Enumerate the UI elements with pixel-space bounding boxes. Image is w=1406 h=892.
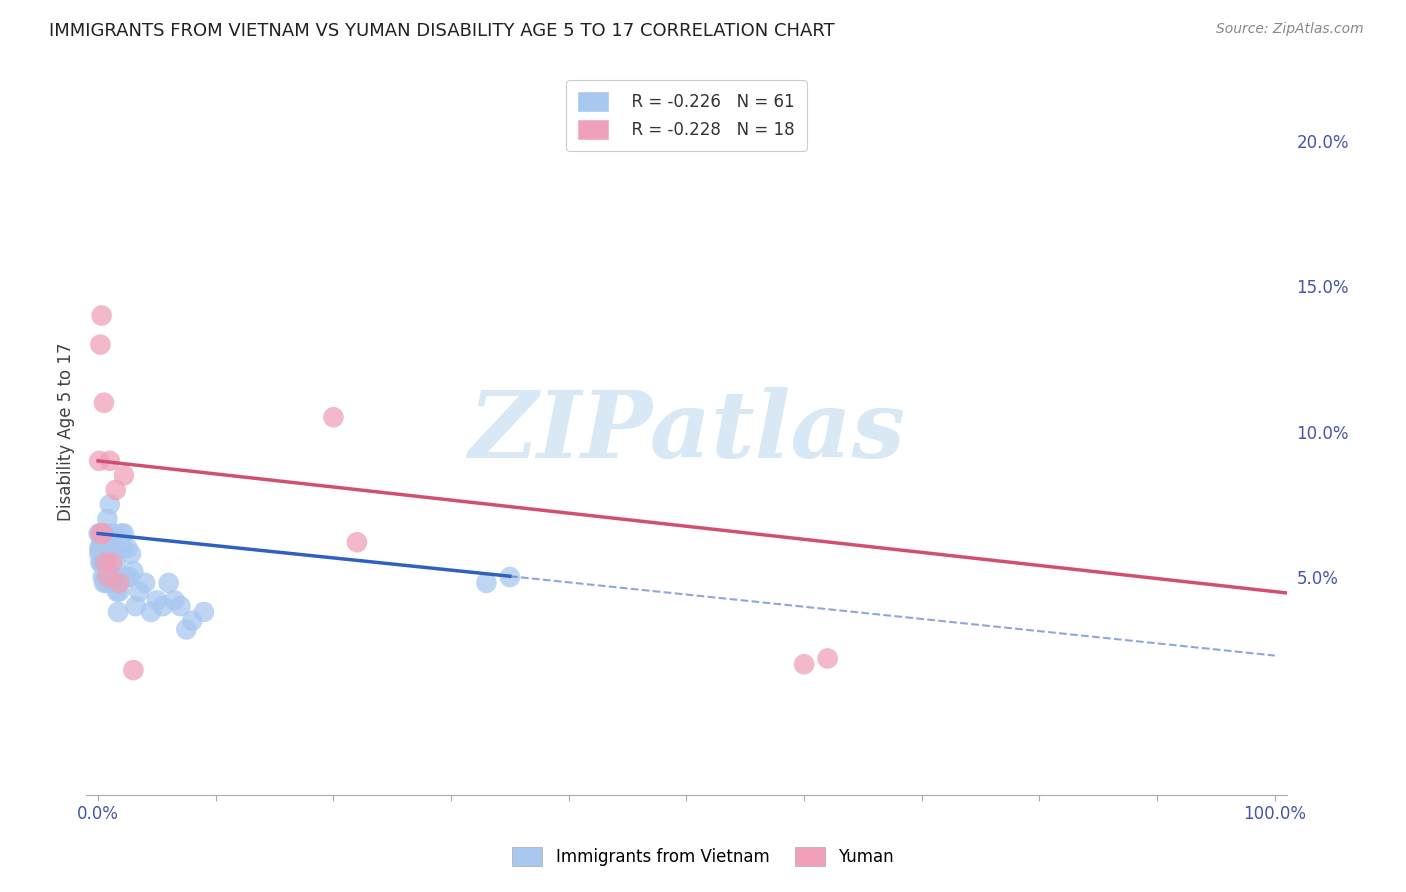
Point	[93, 556, 115, 570]
Point	[193, 605, 215, 619]
Point	[103, 570, 125, 584]
Point	[93, 526, 115, 541]
Point	[125, 599, 148, 614]
Point	[105, 584, 128, 599]
Point	[322, 410, 344, 425]
Point	[97, 575, 120, 590]
Point	[89, 556, 111, 570]
Point	[101, 556, 124, 570]
Point	[93, 535, 115, 549]
Point	[122, 663, 145, 677]
Point	[169, 599, 191, 614]
Legend: Immigrants from Vietnam, Yuman: Immigrants from Vietnam, Yuman	[505, 838, 901, 875]
Y-axis label: Disability Age 5 to 17: Disability Age 5 to 17	[58, 343, 75, 521]
Point	[112, 468, 135, 483]
Point	[101, 541, 124, 555]
Point	[89, 526, 111, 541]
Point	[817, 651, 839, 665]
Point	[181, 614, 204, 628]
Point	[89, 547, 111, 561]
Point	[89, 454, 111, 468]
Point	[499, 570, 522, 584]
Point	[128, 584, 150, 599]
Point	[89, 541, 111, 555]
Point	[94, 570, 117, 584]
Point	[110, 526, 132, 541]
Point	[89, 337, 111, 351]
Point	[108, 575, 131, 590]
Point	[91, 570, 114, 584]
Point	[100, 570, 122, 584]
Text: Source: ZipAtlas.com: Source: ZipAtlas.com	[1216, 22, 1364, 37]
Point	[90, 526, 112, 541]
Point	[96, 570, 118, 584]
Point	[89, 526, 111, 541]
Text: IMMIGRANTS FROM VIETNAM VS YUMAN DISABILITY AGE 5 TO 17 CORRELATION CHART: IMMIGRANTS FROM VIETNAM VS YUMAN DISABIL…	[49, 22, 835, 40]
Point	[96, 535, 118, 549]
Point	[103, 526, 125, 541]
Point	[118, 570, 141, 584]
Point	[94, 541, 117, 555]
Point	[93, 395, 115, 409]
Point	[475, 575, 498, 590]
Point	[91, 533, 114, 547]
Point	[96, 556, 118, 570]
Point	[793, 657, 815, 672]
Point	[111, 541, 134, 555]
Point	[91, 556, 114, 570]
Point	[139, 605, 162, 619]
Point	[96, 575, 118, 590]
Point	[103, 570, 125, 584]
Point	[346, 535, 368, 549]
Point	[96, 556, 118, 570]
Point	[157, 575, 180, 590]
Point	[112, 526, 135, 541]
Point	[93, 575, 115, 590]
Point	[104, 556, 127, 570]
Point	[91, 526, 114, 541]
Point	[91, 541, 114, 555]
Point	[90, 556, 112, 570]
Legend:   R = -0.226   N = 61,   R = -0.228   N = 18: R = -0.226 N = 61, R = -0.228 N = 18	[567, 80, 807, 151]
Point	[98, 498, 121, 512]
Point	[90, 535, 112, 549]
Point	[122, 564, 145, 578]
Point	[152, 599, 174, 614]
Point	[89, 541, 111, 555]
Point	[90, 547, 112, 561]
Point	[94, 556, 117, 570]
Point	[87, 526, 110, 541]
Point	[104, 483, 127, 497]
Point	[98, 547, 121, 561]
Point	[96, 512, 118, 526]
Text: ZIPatlas: ZIPatlas	[468, 387, 905, 477]
Point	[176, 623, 198, 637]
Point	[90, 309, 112, 323]
Point	[115, 570, 138, 584]
Point	[146, 593, 169, 607]
Point	[134, 575, 156, 590]
Point	[108, 584, 131, 599]
Point	[98, 454, 121, 468]
Point	[120, 547, 142, 561]
Point	[117, 541, 139, 555]
Point	[163, 593, 186, 607]
Point	[94, 526, 117, 541]
Point	[107, 605, 129, 619]
Point	[97, 541, 120, 555]
